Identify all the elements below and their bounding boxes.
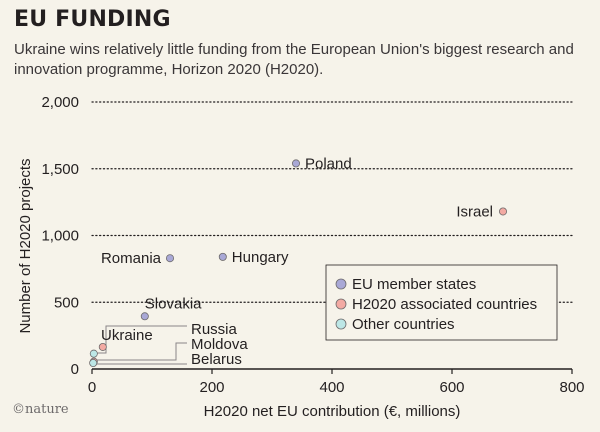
data-point-belarus: [89, 358, 98, 367]
point-label-belarus: Belarus: [191, 351, 242, 368]
legend-label-1: EU member states: [352, 276, 476, 293]
y-ticks: 0 500 1,000 1,500 2,000: [41, 94, 79, 378]
point-labels: Poland Romania Hungary Slovakia Israel Ukrain…: [101, 155, 493, 368]
chart-subtitle: Ukraine wins relatively little funding f…: [14, 41, 574, 78]
x-tick-label: 800: [559, 379, 584, 396]
leader-lines: [96, 325, 187, 365]
nature-credit: ©nature: [12, 402, 69, 417]
data-point-israel: [498, 207, 507, 216]
y-axis-label: Number of H2020 projects: [17, 158, 34, 333]
point-label-romania: Romania: [101, 250, 162, 267]
point-label-hungary: Hungary: [232, 249, 289, 266]
legend-label-3: Other countries: [352, 316, 455, 333]
x-tick-label: 0: [88, 379, 96, 396]
data-point-ukraine: [98, 342, 107, 351]
point-label-moldova: Moldova: [191, 336, 248, 353]
x-ticks: 0 200 400 600 800: [88, 369, 585, 396]
x-tick-label: 200: [199, 379, 224, 396]
x-tick-label: 600: [439, 379, 464, 396]
legend-marker-3: [335, 318, 347, 330]
point-label-slovakia: Slovakia: [145, 295, 202, 312]
data-point-poland: [291, 159, 300, 168]
legend-box: [325, 264, 558, 341]
legend-marker-1: [335, 278, 347, 290]
point-label-poland: Poland: [305, 155, 352, 172]
legend-marker-2: [335, 298, 347, 310]
y-tick-label: 1,000: [41, 228, 79, 245]
point-label-ukraine: Ukraine: [101, 327, 153, 344]
legend-label-2: H2020 associated countries: [352, 296, 537, 313]
legend: EU member states H2020 associated countri…: [325, 264, 558, 341]
y-tick-label: 1,500: [41, 161, 79, 178]
data-point-hungary: [218, 252, 227, 261]
data-point-russia: [89, 349, 98, 358]
data-point-slovakia: [140, 312, 149, 321]
x-axis-label: H2020 net EU contribution (€, millions): [204, 403, 461, 420]
leader-line-moldova: [96, 342, 187, 361]
leader-line-russia: [96, 325, 187, 354]
point-label-israel: Israel: [456, 203, 493, 220]
y-tick-label: 2,000: [41, 94, 79, 111]
y-tick-label: 0: [71, 361, 79, 378]
point-label-russia: Russia: [191, 321, 238, 338]
y-tick-label: 500: [54, 294, 79, 311]
data-point-romania: [165, 254, 174, 263]
data-points: [89, 159, 507, 367]
x-tick-label: 400: [319, 379, 344, 396]
chart-title: EU FUNDING: [14, 7, 171, 32]
